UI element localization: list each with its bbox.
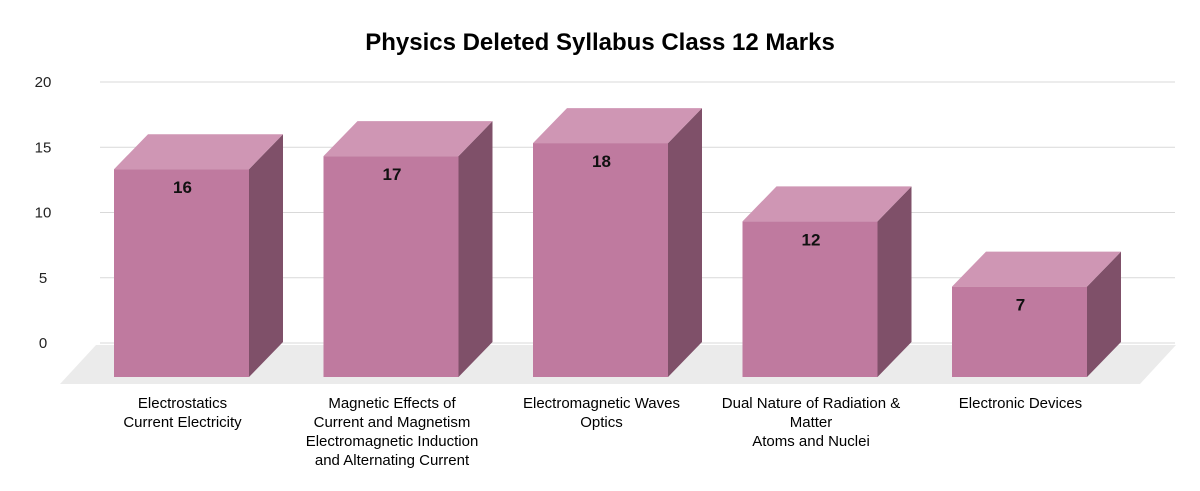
bars: 16 17 18 12 7 xyxy=(114,108,1121,378)
y-tick-label: 0 xyxy=(39,335,47,352)
bar-top xyxy=(114,134,283,170)
bar: 12 xyxy=(742,186,912,377)
x-tick-label: Electronic Devices xyxy=(959,395,1082,412)
bar: 17 xyxy=(323,121,493,378)
bar: 7 xyxy=(952,251,1121,377)
x-tick-label-line: Electrostatics xyxy=(138,395,227,412)
y-tick-label: 20 xyxy=(35,74,52,91)
data-label: 12 xyxy=(802,230,821,249)
x-tick-label-line: Matter xyxy=(790,414,833,431)
data-label: 7 xyxy=(1016,296,1025,315)
x-tick-label-line: Current and Magnetism xyxy=(314,414,471,431)
x-tick-label: Dual Nature of Radiation & Matter Atoms an… xyxy=(722,395,900,450)
x-tick-label-line: Optics xyxy=(580,414,623,431)
data-label: 16 xyxy=(173,178,192,197)
x-tick-label: Magnetic Effects of Current and Magnetism… xyxy=(306,395,479,469)
x-tick-label: Electromagnetic Waves Optics xyxy=(523,395,680,431)
data-label: 18 xyxy=(592,152,611,171)
bar-side xyxy=(458,121,493,378)
bar-side xyxy=(668,108,702,377)
chart-title: Physics Deleted Syllabus Class 12 Marks xyxy=(365,29,835,56)
x-axis-labels: Electrostatics Current Electricity Magneti… xyxy=(123,395,1082,469)
x-tick-label-line: Electronic Devices xyxy=(959,395,1082,412)
x-tick-label: Electrostatics Current Electricity xyxy=(123,395,242,431)
x-tick-label-line: Electromagnetic Waves xyxy=(523,395,680,412)
bar-front xyxy=(114,169,249,377)
bar-side xyxy=(249,134,283,377)
bar-top xyxy=(742,186,912,222)
x-tick-label-line: Dual Nature of Radiation & xyxy=(722,395,900,412)
y-tick-label: 10 xyxy=(35,205,52,222)
bar-top xyxy=(533,108,702,144)
bar-top xyxy=(323,121,493,157)
bar: 16 xyxy=(114,134,283,377)
y-axis-ticks: 0 5 10 15 20 xyxy=(35,74,52,352)
y-tick-label: 15 xyxy=(35,139,52,156)
y-tick-label: 5 xyxy=(39,270,47,287)
x-tick-label-line: Magnetic Effects of xyxy=(328,395,456,412)
bar-front xyxy=(742,221,878,377)
bar-side xyxy=(877,186,912,377)
bar-front xyxy=(952,286,1087,377)
x-tick-label-line: Current Electricity xyxy=(123,414,242,431)
bar-top xyxy=(952,251,1121,287)
bar-side xyxy=(1087,251,1121,377)
x-tick-label-line: and Alternating Current xyxy=(315,452,470,469)
x-tick-label-line: Electromagnetic Induction xyxy=(306,433,479,450)
data-label: 17 xyxy=(383,165,402,184)
bar-front xyxy=(533,143,668,377)
bar-front xyxy=(323,156,459,377)
x-tick-label-line: Atoms and Nuclei xyxy=(752,433,870,450)
bar: 18 xyxy=(533,108,702,377)
